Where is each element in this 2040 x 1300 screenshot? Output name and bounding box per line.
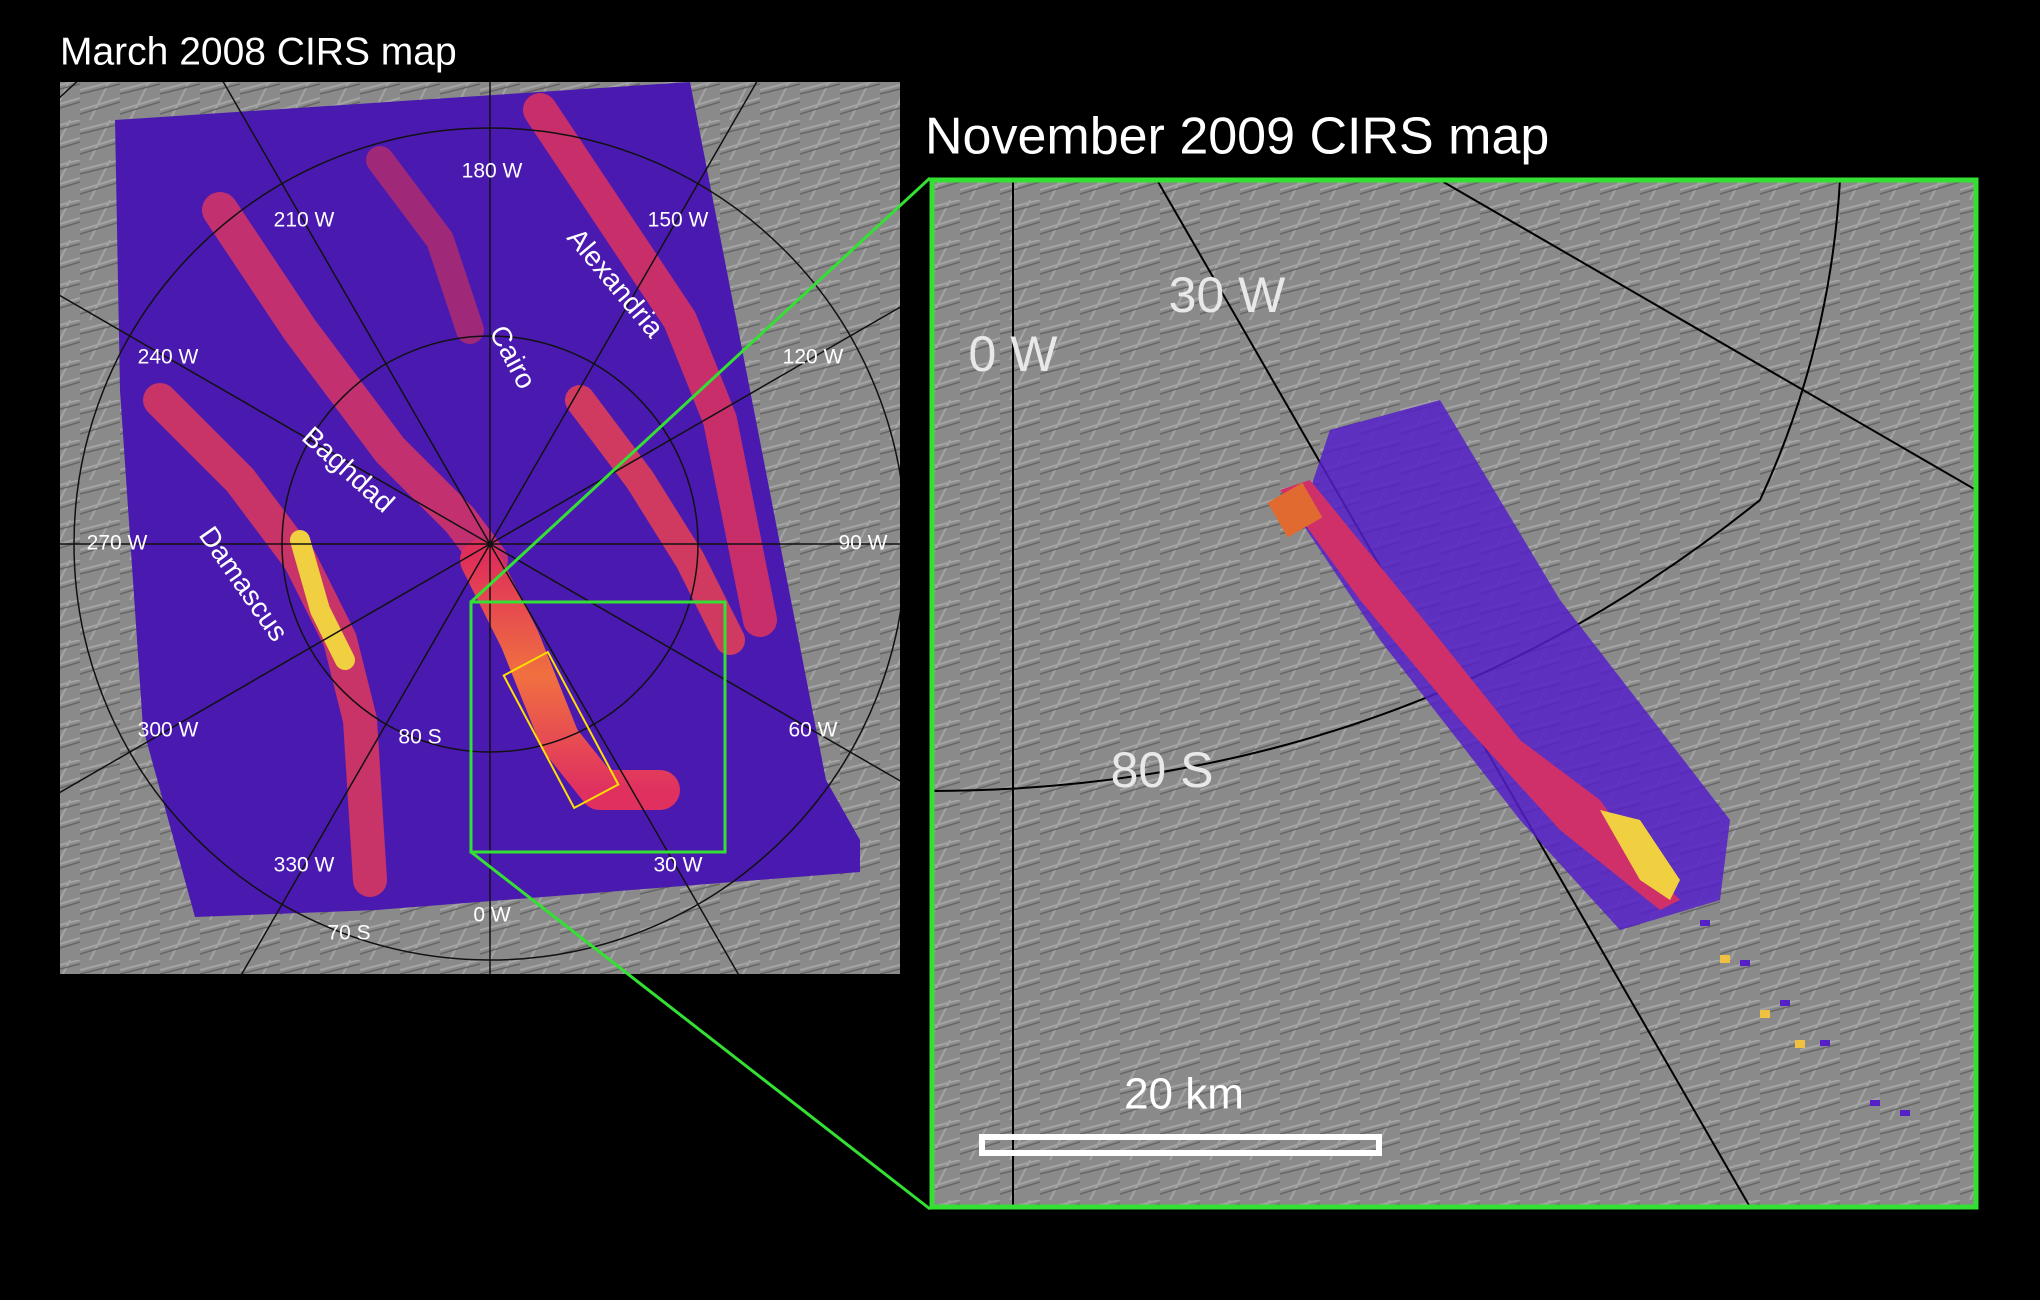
longitude-label: 300 W bbox=[138, 719, 199, 742]
longitude-label: 30 W bbox=[653, 854, 702, 877]
zoom-line bbox=[470, 850, 931, 1211]
longitude-label: 120 W bbox=[783, 346, 844, 369]
longitude-label: 270 W bbox=[87, 532, 148, 555]
longitude-label: 30 W bbox=[1169, 267, 1287, 323]
longitude-label: 330 W bbox=[274, 854, 335, 877]
longitude-label: 60 W bbox=[788, 719, 837, 742]
longitude-label: 180 W bbox=[462, 160, 523, 183]
heat-swath bbox=[1267, 400, 1910, 1116]
longitude-label: 0 W bbox=[473, 904, 511, 927]
zoom-box bbox=[469, 600, 727, 854]
longitude-label: 0 W bbox=[969, 326, 1059, 382]
latitude-label: 80 S bbox=[398, 726, 441, 749]
zoom-frame bbox=[929, 177, 1979, 1210]
zoom-line bbox=[469, 176, 932, 604]
longitude-label: 240 W bbox=[138, 346, 199, 369]
latitude-label: 80 S bbox=[1111, 742, 1214, 798]
longitude-label: 90 W bbox=[838, 532, 887, 555]
right-map bbox=[932, 180, 1976, 1207]
polar-grid bbox=[60, 82, 900, 974]
left-map bbox=[60, 82, 900, 974]
right-labels: 0 W 30 W 80 S 20 km bbox=[969, 267, 1287, 1118]
left-title: March 2008 CIRS map bbox=[60, 30, 457, 73]
sub-region bbox=[502, 650, 620, 810]
right-title: November 2009 CIRS map bbox=[925, 108, 1549, 166]
longitude-label: 150 W bbox=[648, 209, 709, 232]
scale-label: 20 km bbox=[1124, 1070, 1244, 1119]
scale-bar bbox=[979, 1134, 1382, 1156]
longitude-label: 210 W bbox=[274, 209, 335, 232]
latitude-label: 70 S bbox=[327, 922, 370, 945]
